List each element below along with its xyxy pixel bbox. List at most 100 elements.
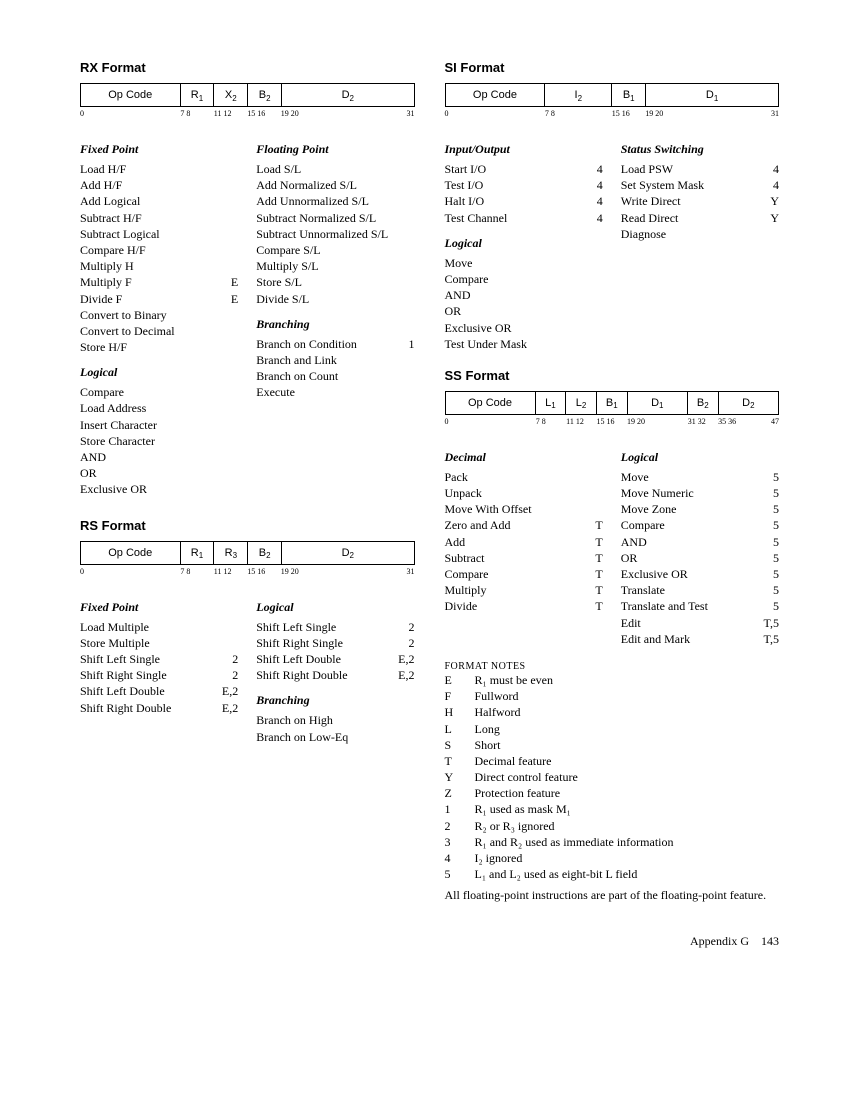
instruction-row: Load Address	[80, 400, 238, 416]
instruction-row: Store Multiple	[80, 635, 238, 651]
note-row: LLong	[445, 721, 780, 737]
note-row: 1R₁ used as mask M₁	[445, 801, 780, 817]
instruction-row: Convert to Decimal	[80, 323, 238, 339]
rs-branch-head: Branching	[256, 693, 414, 708]
instruction-row: Subtract Normalized S/L	[256, 210, 414, 226]
notes-list: ER₁ must be evenFFullwordHHalfwordLLongS…	[445, 672, 780, 882]
instruction-row: Store Character	[80, 433, 238, 449]
instruction-row: OR	[80, 465, 238, 481]
instruction-row: Load PSW4	[621, 161, 779, 177]
instruction-row: Set System Mask4	[621, 177, 779, 193]
rx-fixedpoint-list: Load H/FAdd H/FAdd LogicalSubtract H/FSu…	[80, 161, 238, 355]
instruction-row: Compare5	[621, 517, 779, 533]
instruction-row: Subtract H/F	[80, 210, 238, 226]
instruction-row: DivideT	[445, 598, 603, 614]
instruction-row: Shift Left DoubleE,2	[80, 683, 238, 699]
rx-format-diagram: Op Code R1 X2 B2 D2	[80, 83, 415, 107]
instruction-row: Branch on Low-Eq	[256, 729, 414, 745]
instruction-row: Zero and AddT	[445, 517, 603, 533]
notes-footnote: All floating-point instructions are part…	[445, 888, 780, 904]
instruction-row: Add Normalized S/L	[256, 177, 414, 193]
rx-cell-r1: R1	[181, 84, 215, 106]
instruction-row: OR5	[621, 550, 779, 566]
instruction-row: Test Under Mask	[445, 336, 603, 352]
instruction-row: Add H/F	[80, 177, 238, 193]
instruction-row: Unpack	[445, 485, 603, 501]
instruction-row: Diagnose	[621, 226, 779, 242]
instruction-row: Move5	[621, 469, 779, 485]
rx-cell-d2: D2	[282, 84, 413, 106]
rx-cell-x2: X2	[214, 84, 248, 106]
rx-title: RX Format	[80, 60, 415, 75]
instruction-row: Start I/O4	[445, 161, 603, 177]
instruction-row: Halt I/O4	[445, 193, 603, 209]
instruction-row: Shift Right DoubleE,2	[256, 667, 414, 683]
appendix-label: Appendix G	[690, 934, 749, 948]
note-row: YDirect control feature	[445, 769, 780, 785]
instruction-row: Read DirectY	[621, 210, 779, 226]
instruction-row: Subtract Logical	[80, 226, 238, 242]
instruction-row: Move With Offset	[445, 501, 603, 517]
rx-branch-head: Branching	[256, 317, 414, 332]
instruction-row: Branch on Condition1	[256, 336, 414, 352]
si-title: SI Format	[445, 60, 780, 75]
note-row: TDecimal feature	[445, 753, 780, 769]
instruction-row: Test Channel4	[445, 210, 603, 226]
instruction-row: Exclusive OR5	[621, 566, 779, 582]
instruction-row: Exclusive OR	[445, 320, 603, 336]
rx-fixedpoint-head: Fixed Point	[80, 142, 238, 157]
instruction-row: AND5	[621, 534, 779, 550]
ss-decimal-head: Decimal	[445, 450, 603, 465]
instruction-row: Shift Left Single2	[80, 651, 238, 667]
right-column: SI Format Op Code I2 B1 D1 0 7 8 15 16 1…	[445, 60, 780, 904]
instruction-row: AND	[445, 287, 603, 303]
left-column: RX Format Op Code R1 X2 B2 D2 0 7 8 11 1…	[80, 60, 415, 904]
instruction-row: Branch on High	[256, 712, 414, 728]
instruction-row: Shift Left DoubleE,2	[256, 651, 414, 667]
instruction-row: Compare H/F	[80, 242, 238, 258]
note-row: SShort	[445, 737, 780, 753]
instruction-row: Load H/F	[80, 161, 238, 177]
instruction-row: Multiply S/L	[256, 258, 414, 274]
instruction-row: Divide S/L	[256, 291, 414, 307]
instruction-row: Store S/L	[256, 274, 414, 290]
note-row: 5L₁ and L₂ used as eight-bit L field	[445, 866, 780, 882]
rs-title: RS Format	[80, 518, 415, 533]
instruction-row: Execute	[256, 384, 414, 400]
instruction-row: Multiply FE	[80, 274, 238, 290]
instruction-row: Move Zone5	[621, 501, 779, 517]
rs-fixed-list: Load MultipleStore MultipleShift Left Si…	[80, 619, 238, 716]
rx-logical-head: Logical	[80, 365, 238, 380]
rs-fixed-head: Fixed Point	[80, 600, 238, 615]
instruction-row: Write DirectY	[621, 193, 779, 209]
instruction-row: Move	[445, 255, 603, 271]
rs-bitrow: 0 7 8 11 12 15 16 19 20 31	[80, 567, 415, 576]
note-row: ER₁ must be even	[445, 672, 780, 688]
ss-format-diagram: Op Code L1 L2 B1 D1 B2 D2	[445, 391, 780, 415]
instruction-row: Move Numeric5	[621, 485, 779, 501]
ss-decimal-list: PackUnpackMove With OffsetZero and AddTA…	[445, 469, 603, 615]
note-row: HHalfword	[445, 704, 780, 720]
si-io-list: Start I/O4Test I/O4Halt I/O4Test Channel…	[445, 161, 603, 226]
ss-title: SS Format	[445, 368, 780, 383]
instruction-row: CompareT	[445, 566, 603, 582]
rs-branch-list: Branch on HighBranch on Low-Eq	[256, 712, 414, 744]
instruction-row: Branch on Count	[256, 368, 414, 384]
si-bitrow: 0 7 8 15 16 19 20 31	[445, 109, 780, 118]
note-row: FFullword	[445, 688, 780, 704]
page-number: 143	[761, 934, 779, 948]
rs-format-diagram: Op Code R1 R3 B2 D2	[80, 541, 415, 565]
note-row: 2R₂ or R₃ ignored	[445, 818, 780, 834]
ss-logical-head: Logical	[621, 450, 779, 465]
note-row: 4I₂ ignored	[445, 850, 780, 866]
instruction-row: Divide FE	[80, 291, 238, 307]
instruction-row: Pack	[445, 469, 603, 485]
instruction-row: Store H/F	[80, 339, 238, 355]
rx-bitrow: 0 7 8 11 12 15 16 19 20 31	[80, 109, 415, 118]
instruction-row: Convert to Binary	[80, 307, 238, 323]
instruction-row: Compare	[445, 271, 603, 287]
si-logical-list: MoveCompareANDORExclusive ORTest Under M…	[445, 255, 603, 352]
instruction-row: Translate5	[621, 582, 779, 598]
si-format-diagram: Op Code I2 B1 D1	[445, 83, 780, 107]
instruction-row: Insert Character	[80, 417, 238, 433]
